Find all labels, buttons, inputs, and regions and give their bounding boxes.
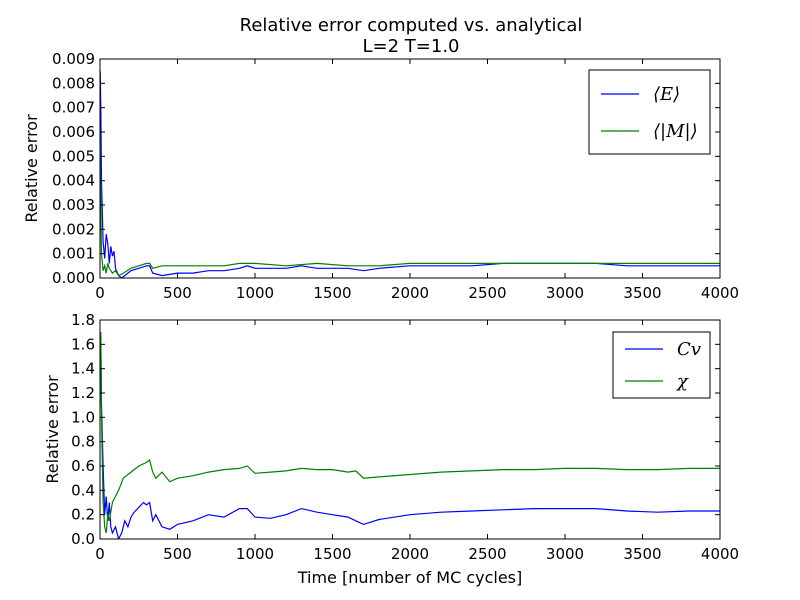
- x-tick-label: 3000: [546, 545, 584, 563]
- y-tick-label: 0.8: [71, 433, 95, 451]
- y-tick-label: 1.0: [71, 408, 95, 426]
- x-tick-label: 1500: [313, 545, 351, 563]
- y-axis-label: Relative error: [43, 375, 62, 484]
- series-line-1: [100, 71, 720, 278]
- x-tick-label: 500: [163, 284, 192, 302]
- x-tick-label: 2500: [468, 284, 506, 302]
- series-line-1: [100, 344, 720, 539]
- legend-label-1: ⟨E⟩: [653, 84, 680, 105]
- x-tick-label: 3500: [623, 545, 661, 563]
- series-group: [100, 332, 720, 539]
- y-tick-label: 0.003: [52, 196, 95, 214]
- chart-title-line1: Relative error computed vs. analytical: [240, 15, 583, 36]
- x-tick-label: 2500: [468, 545, 506, 563]
- y-tick-label: 0.004: [52, 172, 95, 190]
- legend-label-2: ⟨|M|⟩: [653, 121, 698, 142]
- legend-box: [612, 331, 711, 399]
- chart-title-line2: L=2 T=1.0: [363, 36, 460, 57]
- x-tick-label: 0: [95, 284, 105, 302]
- x-tick-label: 3500: [623, 284, 661, 302]
- y-tick-label: 0.0: [71, 530, 95, 548]
- legend: ⟨E⟩ ⟨|M|⟩: [588, 69, 711, 155]
- y-tick-label: 1.2: [71, 384, 95, 402]
- x-tick-label: 0: [95, 545, 105, 563]
- y-tick-label: 0.002: [52, 220, 95, 238]
- y-tick-label: 0.008: [52, 74, 95, 92]
- y-tick-label: 0.007: [52, 99, 95, 117]
- y-tick-label: 0.4: [71, 481, 95, 499]
- y-axis-label: Relative error: [22, 114, 41, 223]
- y-tick-label: 1.8: [71, 311, 95, 329]
- x-tick-label: 500: [163, 545, 192, 563]
- y-tick-label: 0.6: [71, 457, 95, 475]
- legend-box: [588, 69, 711, 155]
- y-tick-label: 1.6: [71, 335, 95, 353]
- x-tick-label: 1500: [313, 284, 351, 302]
- y-tick-label: 0.000: [52, 269, 95, 287]
- x-tick-label: 3000: [546, 284, 584, 302]
- y-tick-label: 0.005: [52, 147, 95, 165]
- chart-panel-2: 0 500 1000 1500 2000 2500 3000 3500 4000 0.0 0.2 0.…: [43, 311, 739, 587]
- x-tick-label: 1000: [236, 545, 274, 563]
- x-axis-label: Time [number of MC cycles]: [297, 568, 523, 587]
- x-tick-label: 1000: [236, 284, 274, 302]
- y-tick-label: 0.001: [52, 245, 95, 263]
- series-line-2: [100, 332, 720, 534]
- legend-label-2: χ: [675, 371, 689, 392]
- legend: Cv χ: [612, 331, 711, 399]
- x-tick-label: 4000: [701, 284, 739, 302]
- chart-panel-1: 0 500 1000 1500 2000 2500 3000 3500 4000 0.000 0.0…: [22, 50, 739, 302]
- x-tick-label: 4000: [701, 545, 739, 563]
- x-tick-label: 2000: [391, 284, 429, 302]
- x-tick-label: 2000: [391, 545, 429, 563]
- y-tick-label: 0.009: [52, 50, 95, 68]
- y-tick-label: 0.2: [71, 506, 95, 524]
- y-tick-label: 0.006: [52, 123, 95, 141]
- series-line-2: [100, 131, 720, 277]
- y-tick-label: 1.4: [71, 360, 95, 378]
- legend-label-1: Cv: [677, 339, 701, 360]
- panels: 0 500 1000 1500 2000 2500 3000 3500 4000 0.000 0.0…: [22, 50, 739, 587]
- series-group: [100, 71, 720, 278]
